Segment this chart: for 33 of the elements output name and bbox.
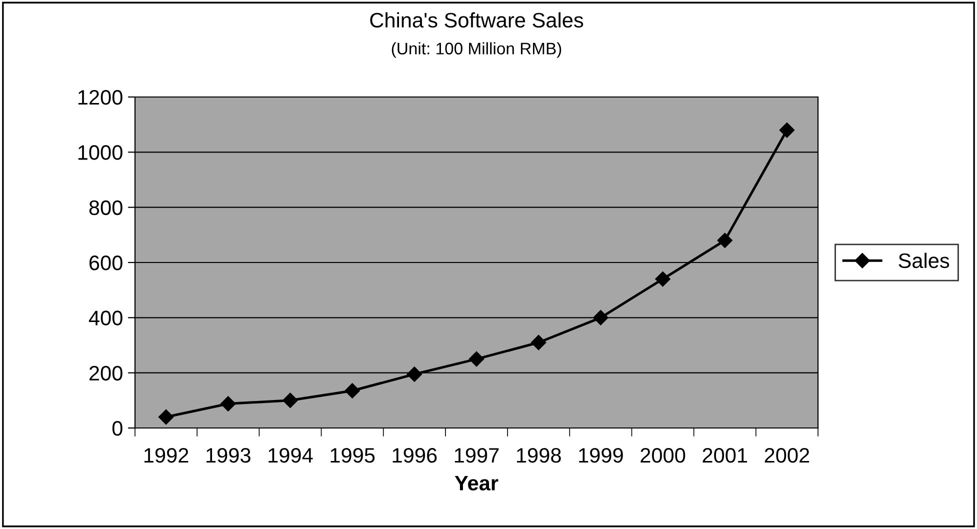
y-tick-label: 800: [89, 200, 122, 216]
point: [158, 409, 174, 425]
point: [468, 351, 484, 367]
x-tick-label: 1994: [268, 448, 313, 463]
x-tick-label: 1998: [517, 448, 561, 463]
y-tick-label: 600: [89, 256, 122, 270]
x-axis-title: Year: [454, 476, 498, 490]
y-tick-label: 200: [89, 366, 122, 381]
y-tick-label: 400: [88, 310, 122, 326]
point: [593, 310, 608, 326]
point: [655, 271, 670, 287]
x-tick-label: 2001: [702, 448, 748, 463]
point: [406, 366, 422, 382]
point: [531, 334, 546, 350]
x-tick-label: 1993: [206, 448, 250, 463]
x-tick-label: 1996: [392, 448, 437, 463]
legend-label: Sales: [898, 252, 950, 268]
chart-title: China's Software Sales: [370, 12, 584, 28]
x-tick-label: 1999: [579, 448, 623, 463]
x-tick-label: 1995: [330, 448, 375, 463]
x-tick-label: 1997: [454, 448, 499, 463]
y-tick-label: 1200: [78, 90, 122, 105]
y-tick-label: 1000: [78, 145, 122, 160]
x-tick-label: 1992: [144, 448, 188, 463]
point: [220, 396, 236, 412]
point: [717, 232, 732, 248]
y-tick-label: 0: [112, 421, 122, 436]
point: [779, 122, 795, 138]
x-tick-label: 2002: [764, 448, 810, 463]
chart-subtitle: (Unit: 100 Million RMB): [392, 42, 562, 58]
x-tick-label: 2000: [640, 448, 686, 463]
point: [282, 392, 298, 408]
point: [344, 383, 360, 398]
